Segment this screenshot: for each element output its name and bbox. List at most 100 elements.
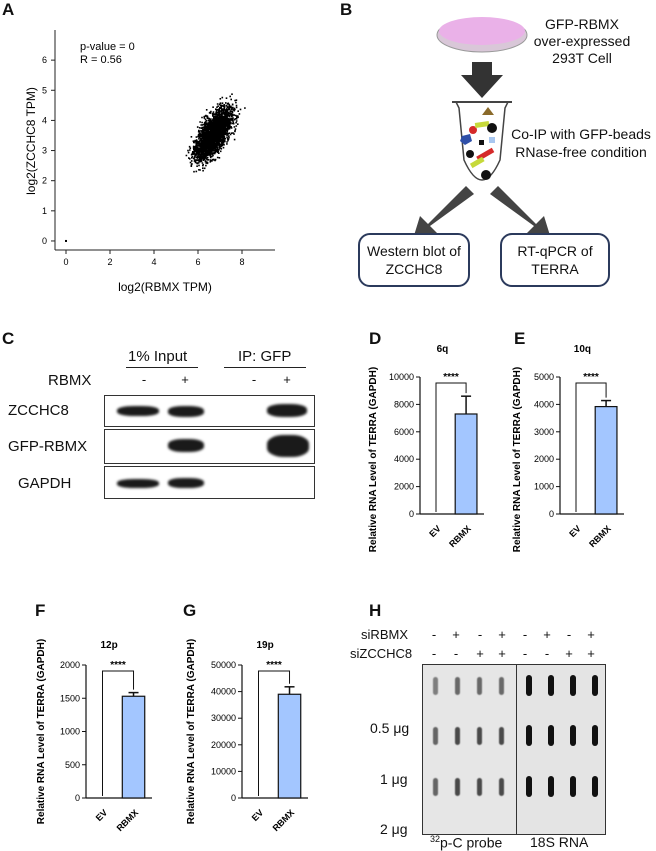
h-sign: - xyxy=(544,646,550,661)
significance-bracket xyxy=(258,670,291,796)
bar-rbmx xyxy=(277,693,302,799)
y-tick-label: 6000 xyxy=(394,427,414,437)
h-sign: - xyxy=(431,627,437,642)
probe-slot xyxy=(433,677,438,695)
y-tick-label: 0 xyxy=(409,509,414,519)
amount-label-2: 2 μg xyxy=(380,821,408,837)
probe-slot xyxy=(499,778,504,796)
rna-slot xyxy=(592,725,598,746)
coip-description: Co-IP with GFP-beads RNase-free conditio… xyxy=(511,126,651,160)
sirbmx-label: siRBMX xyxy=(361,627,408,642)
h-sign: + xyxy=(543,627,551,642)
y-tick-label: 6 xyxy=(42,55,47,65)
h-sign: + xyxy=(498,627,506,642)
sign-lane-2: + xyxy=(181,372,189,387)
rna-slot xyxy=(570,725,576,746)
probe-slot xyxy=(499,677,504,695)
y-tick-label: 3 xyxy=(42,146,47,156)
panel-label-h: H xyxy=(369,601,382,620)
h-sign: - xyxy=(522,627,528,642)
panel-label-b: B xyxy=(340,0,353,19)
scatter-points xyxy=(65,93,246,242)
y-tick-label: 5000 xyxy=(534,372,554,382)
panel-label-a: A xyxy=(2,0,15,19)
panel-label-f: F xyxy=(35,601,46,620)
rna-slot xyxy=(570,675,576,696)
y-tick-label: 2000 xyxy=(534,454,554,464)
blot-strip-zcchc8 xyxy=(104,395,315,427)
chart-title: 19p xyxy=(256,640,273,651)
bar-rbmx xyxy=(121,695,146,799)
x-tick-label-ev: EV xyxy=(427,523,443,539)
sign-lane-4: + xyxy=(283,372,291,387)
bar-chart-f: 12p Relative RNA Level of TERRA (GAPDH) 0 5… xyxy=(36,639,152,833)
x-tick-label-rbmx: RBMX xyxy=(447,523,473,549)
probe-slot xyxy=(455,778,460,796)
rna-slot xyxy=(526,675,532,696)
probe-blot xyxy=(422,664,517,835)
h-sign: - xyxy=(431,646,437,661)
y-tick-label: 2000 xyxy=(394,482,414,492)
arrow-left-icon xyxy=(412,186,474,242)
y-tick-label: 4 xyxy=(42,115,47,125)
rna-slot xyxy=(548,725,554,746)
y-tick-label: 1 xyxy=(42,206,47,216)
y-tick-label: 2000 xyxy=(60,660,80,670)
probe-slot xyxy=(477,677,482,695)
y-tick-label: 500 xyxy=(65,760,80,770)
h-sign: + xyxy=(452,627,460,642)
scatter-point-origin xyxy=(65,239,67,242)
h-sign: - xyxy=(566,627,572,642)
x-tick-label: 8 xyxy=(239,257,244,267)
y-tick-label: 5 xyxy=(42,85,47,95)
y-tick-label: 8000 xyxy=(394,399,414,409)
probe-slot xyxy=(499,727,504,745)
h-sign: + xyxy=(476,646,484,661)
probe-slot xyxy=(433,778,438,796)
y-tick-label: 0 xyxy=(549,509,554,519)
y-tick-label: 4000 xyxy=(534,399,554,409)
y-axis-label: log2(ZCCHC8 TPM) xyxy=(24,87,38,195)
significance-bracket xyxy=(575,382,607,512)
cell-description: GFP-RBMX over-expressed 293T Cell xyxy=(533,16,631,66)
x-tick-label-ev: EV xyxy=(94,807,110,823)
blot-row-label-gapdh: GAPDH xyxy=(18,475,72,492)
significance-bracket xyxy=(435,382,467,512)
y-tick-label: 50000 xyxy=(211,660,236,670)
y-axis-label: Relative RNA Level of TERRA (GAPDH) xyxy=(512,367,523,552)
h-sign: + xyxy=(587,646,595,661)
x-tick-label: 0 xyxy=(63,257,68,267)
y-tick-label: 2 xyxy=(42,176,47,186)
rna-slot xyxy=(526,776,532,797)
y-tick-label: 1500 xyxy=(60,693,80,703)
panel-h-slot-blot: siRBMX siZCCHC8 - + - + - + - + - - + + - - + + 0.5 μg … xyxy=(350,620,656,851)
probe-slot xyxy=(477,727,482,745)
probe-caption: 32p-C probe xyxy=(430,834,503,851)
blot-row-label-gfp-rbmx: GFP-RBMX xyxy=(8,438,88,455)
y-tick-label: 0 xyxy=(42,236,47,246)
x-axis-label: log2(RBMX TPM) xyxy=(118,280,212,294)
stat-pvalue: p-value = 0 xyxy=(80,41,135,53)
y-tick-label: 20000 xyxy=(211,740,236,750)
x-tick-label: 4 xyxy=(151,257,156,267)
bar-rbmx xyxy=(454,413,478,515)
chart-title: 10q xyxy=(574,344,591,355)
amount-label-0: 0.5 μg xyxy=(370,720,410,736)
x-tick-label: 2 xyxy=(107,257,112,267)
y-tick-label: 3000 xyxy=(534,427,554,437)
significance-stars: **** xyxy=(583,372,599,383)
bar-chart-e: 10q Relative RNA Level of TERRA (GAPDH) 0 1… xyxy=(512,344,624,552)
treatment-label: RBMX xyxy=(48,372,92,389)
y-tick-label: 10000 xyxy=(389,372,414,382)
h-sign: + xyxy=(498,646,506,661)
black-bead-icon xyxy=(487,123,497,133)
significance-stars: **** xyxy=(110,660,126,671)
panel-label-g: G xyxy=(183,601,197,620)
triangle-bead-icon xyxy=(482,107,494,115)
y-axis-label: Relative RNA Level of TERRA (GAPDH) xyxy=(36,639,47,824)
panel-b: GFP-RBMX over-expressed 293T Cell Co-IP … xyxy=(0,0,656,320)
amount-label-1: 1 μg xyxy=(380,771,408,787)
y-tick-label: 4000 xyxy=(394,454,414,464)
sign-lane-1: - xyxy=(141,372,147,387)
blot-strip-gfp-rbmx xyxy=(104,429,315,464)
